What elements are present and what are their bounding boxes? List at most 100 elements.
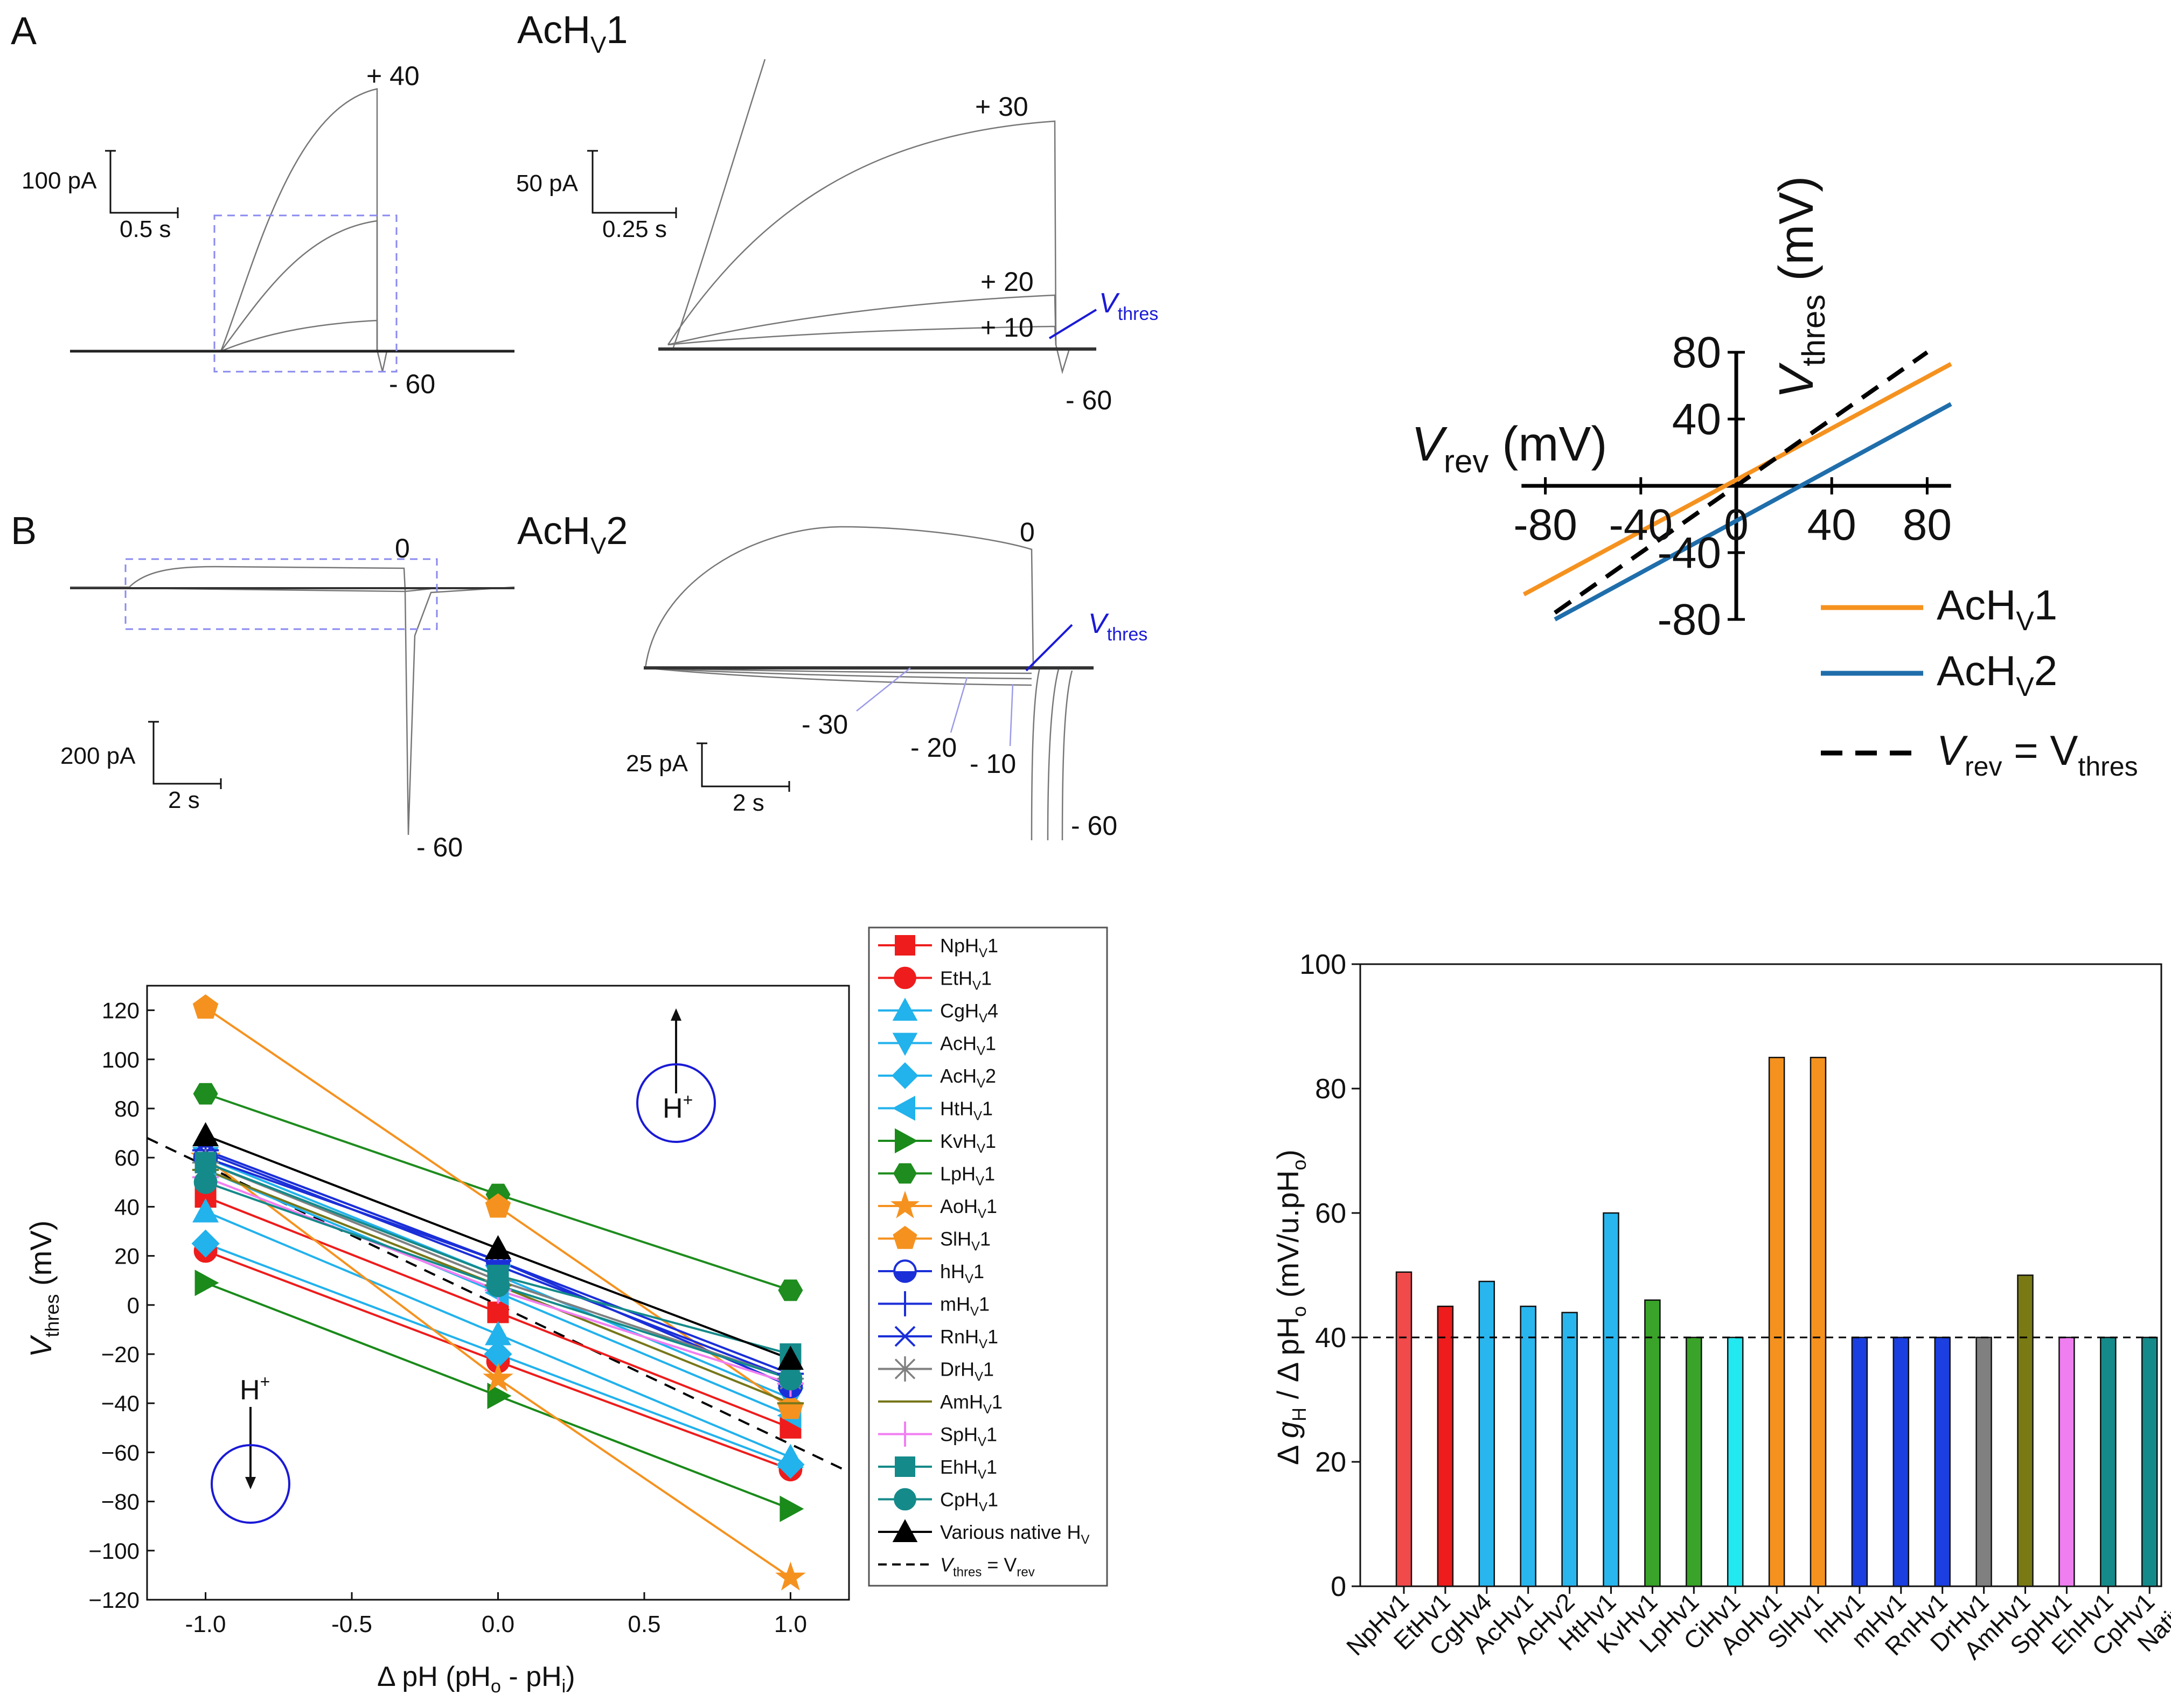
label-b-right-minus20: - 20: [910, 733, 957, 763]
c1-series-line-2: [1554, 350, 1929, 615]
scale-a-left-time: 0.5 s: [120, 216, 171, 242]
panel-b-leaders: [856, 667, 1014, 747]
c2-legend-marker-12: [894, 1326, 916, 1347]
c1-ytick-label: 80: [1672, 328, 1721, 377]
c3-ytick-label: 20: [1315, 1447, 1346, 1478]
c3-bar-16: [2058, 1336, 2075, 1587]
c2-point-16-0: [194, 1152, 217, 1174]
c3-ytick-label: 0: [1331, 1571, 1346, 1602]
c1-legend-label-ref: Vrev = Vthres: [1937, 727, 2138, 782]
c3-bar-8: [1727, 1336, 1744, 1587]
c1-lines: [1522, 350, 1952, 622]
trace-a-left-plus40: [70, 88, 514, 372]
c2-legend-label-0: NpHV1: [940, 935, 998, 960]
c2-point-6-2: [780, 1495, 804, 1522]
c2-ytick-label: 100: [102, 1047, 140, 1072]
c1-xtick-label: 0: [1724, 500, 1749, 549]
label-a-left-minus60: - 60: [389, 369, 435, 399]
c2-legend-label-6: KvHV1: [940, 1130, 996, 1156]
c2-annotation-up: H+: [636, 1008, 716, 1143]
c3-bar-0: [1395, 1271, 1412, 1587]
scale-bar-b-left: 200 pA 2 s: [60, 721, 222, 813]
c3-ticks: 0 20 40 60 80 100: [1299, 949, 2151, 1602]
c2-legend-marker-16: [895, 1456, 915, 1477]
c2-legend-label-17: CpHV1: [940, 1489, 998, 1515]
panel-a-left-traces: [70, 88, 514, 373]
c2-legend: NpHV1 EtHV1 CgHV4 AcHV1 AcHV2 HtHV1 KvHV1 LpHV1…: [878, 935, 1089, 1580]
c2-ytick-label: 40: [114, 1194, 140, 1219]
channel-label-a: AcHV1: [517, 9, 628, 58]
trace-a-right-plus30: [667, 120, 1094, 374]
c2-ytick-label: −40: [101, 1391, 140, 1416]
c2-ticks: -1.0 -0.5 0.0 0.5 1.0 −120 −100 −80 −60 −40 −20 0 20…: [88, 998, 807, 1637]
c3-bar-12: [1892, 1336, 1910, 1587]
c2-legend-label-9: SlHV1: [940, 1228, 991, 1254]
c2-ytick-label: −80: [101, 1489, 140, 1515]
c3-ytick-label: 100: [1299, 949, 1346, 980]
c1-xtick-label: 80: [1903, 500, 1952, 549]
c2-legend-label-13: DrHV1: [940, 1358, 994, 1384]
trace-a-right-plus10: [667, 325, 1057, 346]
c2-ytick-label: 120: [102, 998, 140, 1023]
c2-ytick-label: −20: [101, 1342, 140, 1367]
c2-legend-label-4: AcHV2: [940, 1065, 996, 1091]
c3-bar-14: [1975, 1336, 1992, 1587]
c3-bar-13: [1934, 1336, 1951, 1587]
trace-b-right-minus20: [645, 667, 1032, 680]
c2-point-0-1: [487, 1301, 509, 1323]
scale-b-right-current: 25 pA: [626, 750, 688, 777]
c3-bar-6: [1644, 1299, 1661, 1587]
c2-legend-label-5: HtHV1: [940, 1098, 993, 1124]
c1-series-line-1: [1554, 402, 1952, 622]
c3-bar-11: [1851, 1336, 1868, 1587]
c3-category-labels: NpHv1EtHv1CgHv4AcHv1AcHv2HtHv1KvHv1LpHv1…: [1341, 1587, 2171, 1664]
c1-legend-label-achv1: AcHV1: [1937, 581, 2057, 636]
c2-ytick-label: −100: [88, 1538, 140, 1564]
c3-ylabel: Δ gH / Δ pHo (mV/u.pHo): [1271, 1149, 1310, 1465]
c2-ytick-label: 20: [114, 1244, 140, 1269]
zoom-box-b: [124, 558, 438, 630]
c2-point-9-0: [192, 994, 219, 1019]
c2-point-6-1: [487, 1383, 512, 1410]
c2-legend-label-18: Various native HV: [940, 1521, 1089, 1547]
c2-legend-marker-3: [892, 1033, 918, 1056]
vthres-label-a: Vthres: [1099, 288, 1158, 324]
c2-point-18-2: [777, 1346, 804, 1370]
c2-legend-label-1: EtHV1: [940, 967, 992, 993]
c3-ytick-label: 60: [1315, 1198, 1346, 1229]
c2-legend-marker-18: [892, 1519, 918, 1542]
c2-legend-marker-15: [892, 1421, 918, 1447]
c2-ytick-label: 0: [127, 1293, 140, 1318]
c2-xtick-label: 1.0: [774, 1611, 807, 1637]
c2-xlabel: Δ pH (pHo - pHi): [377, 1661, 575, 1697]
c2-point-4-0: [191, 1229, 220, 1258]
c2-legend-label-10: hHV1: [940, 1260, 984, 1286]
c2-legend-label-8: AoHV1: [940, 1195, 997, 1221]
c2-legend-marker-11: [892, 1291, 918, 1316]
label-b-right-minus10: - 10: [970, 749, 1016, 779]
trace-a-left-mid1: [220, 220, 378, 352]
c1-xtick-label: 40: [1807, 500, 1856, 549]
scale-b-left-time: 2 s: [168, 787, 200, 813]
c2-point-18-1: [485, 1235, 511, 1259]
scale-b-right-time: 2 s: [733, 790, 764, 816]
panel-label-b: B: [11, 510, 37, 553]
c1-ytick-label: -40: [1657, 528, 1721, 577]
trace-b-left-0: [70, 566, 515, 835]
vthres-label-b: Vthres: [1088, 608, 1147, 645]
c3-frame: [1359, 963, 2162, 1587]
c2-legend-label-11: mHV1: [940, 1293, 990, 1319]
c3-bar-18: [2141, 1336, 2158, 1587]
label-a-right-plus30: + 30: [975, 92, 1028, 122]
c2-ytick-label: −60: [101, 1440, 140, 1465]
c2-legend-marker-13: [892, 1356, 918, 1382]
c3-bars: [1395, 1057, 2158, 1587]
c2-legend-box: [868, 926, 1108, 1587]
c3-ytick-label: 80: [1315, 1073, 1346, 1105]
c3-bar-7: [1686, 1336, 1702, 1587]
c2-legend-marker-17: [894, 1488, 916, 1511]
c2-point-8-2: [775, 1561, 806, 1591]
trace-b-right-minus30: [645, 667, 1032, 686]
c2-legend-marker-10: [893, 1259, 917, 1283]
